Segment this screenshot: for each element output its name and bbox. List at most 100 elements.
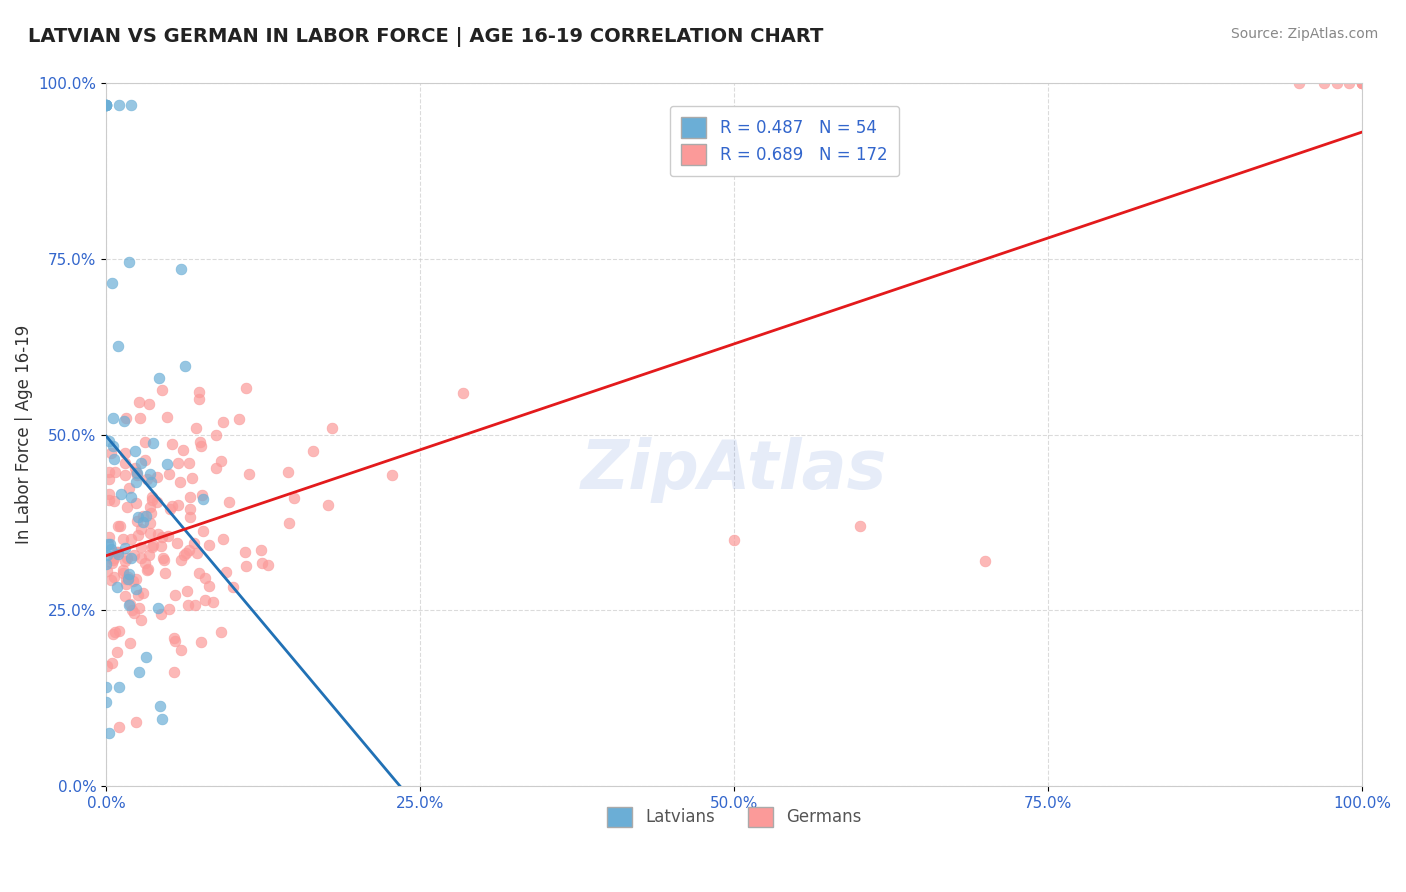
Point: [121, 602, 143, 616]
Point: [96, 97, 118, 112]
Point: [228, 412, 250, 426]
Point: [129, 551, 152, 566]
Point: [157, 529, 180, 543]
Point: [122, 548, 145, 562]
Point: [120, 97, 142, 112]
Point: [107, 544, 129, 558]
Point: [150, 531, 173, 545]
Point: [163, 588, 186, 602]
Point: [166, 498, 188, 512]
Point: [162, 499, 184, 513]
Point: [170, 262, 193, 277]
Point: [124, 444, 146, 458]
Point: [108, 519, 131, 533]
Point: [150, 383, 173, 397]
Point: [218, 495, 240, 509]
Point: [103, 553, 125, 567]
Point: [277, 465, 299, 479]
Point: [128, 600, 150, 615]
Point: [146, 469, 169, 483]
Point: [186, 546, 208, 560]
Point: [96, 681, 118, 695]
Point: [141, 490, 163, 504]
Point: [128, 665, 150, 679]
Point: [103, 494, 125, 508]
Point: [97, 487, 120, 501]
Text: ZipAtlas: ZipAtlas: [581, 437, 887, 503]
Point: [1339, 77, 1361, 91]
Point: [974, 554, 997, 568]
Point: [187, 392, 209, 406]
Point: [321, 421, 343, 435]
Point: [221, 580, 243, 594]
Point: [169, 475, 191, 489]
Y-axis label: In Labor Force | Age 16-19: In Labor Force | Age 16-19: [15, 325, 32, 544]
Point: [134, 453, 156, 467]
Point: [157, 602, 180, 616]
Point: [101, 656, 124, 670]
Point: [141, 475, 163, 489]
Point: [848, 519, 870, 533]
Point: [112, 563, 135, 577]
Point: [103, 551, 125, 566]
Point: [160, 437, 183, 451]
Point: [150, 539, 173, 553]
Point: [141, 540, 163, 554]
Point: [118, 567, 141, 582]
Point: [115, 577, 138, 591]
Point: [139, 526, 162, 541]
Point: [163, 634, 186, 648]
Text: LATVIAN VS GERMAN IN LABOR FORCE | AGE 16-19 CORRELATION CHART: LATVIAN VS GERMAN IN LABOR FORCE | AGE 1…: [28, 27, 824, 46]
Point: [159, 502, 181, 516]
Point: [179, 509, 201, 524]
Point: [118, 254, 141, 268]
Point: [156, 458, 179, 472]
Point: [112, 532, 135, 546]
Point: [121, 574, 143, 589]
Point: [148, 371, 170, 385]
Point: [103, 570, 125, 584]
Point: [179, 490, 201, 504]
Point: [96, 97, 118, 112]
Point: [131, 456, 153, 470]
Point: [96, 97, 118, 112]
Point: [283, 491, 305, 505]
Point: [129, 613, 152, 627]
Point: [146, 495, 169, 509]
Point: [105, 580, 128, 594]
Point: [138, 548, 160, 562]
Point: [173, 548, 195, 562]
Point: [108, 97, 131, 112]
Point: [114, 468, 136, 483]
Point: [120, 597, 142, 611]
Point: [96, 558, 118, 572]
Point: [179, 542, 201, 557]
Point: [1313, 77, 1336, 91]
Point: [157, 467, 180, 481]
Point: [112, 414, 135, 428]
Point: [250, 556, 273, 570]
Point: [149, 607, 172, 622]
Point: [114, 456, 136, 470]
Point: [98, 434, 121, 448]
Point: [141, 493, 163, 508]
Point: [103, 439, 125, 453]
Point: [136, 563, 159, 577]
Point: [118, 636, 141, 650]
Point: [146, 601, 169, 615]
Point: [451, 385, 474, 400]
Point: [135, 472, 157, 486]
Point: [125, 715, 148, 730]
Point: [111, 566, 134, 580]
Point: [114, 590, 136, 604]
Point: [115, 410, 138, 425]
Point: [115, 550, 138, 565]
Point: [105, 545, 128, 559]
Point: [174, 546, 197, 560]
Point: [110, 487, 132, 501]
Point: [152, 550, 174, 565]
Point: [198, 538, 221, 552]
Point: [163, 632, 186, 646]
Point: [138, 467, 160, 481]
Point: [104, 625, 127, 640]
